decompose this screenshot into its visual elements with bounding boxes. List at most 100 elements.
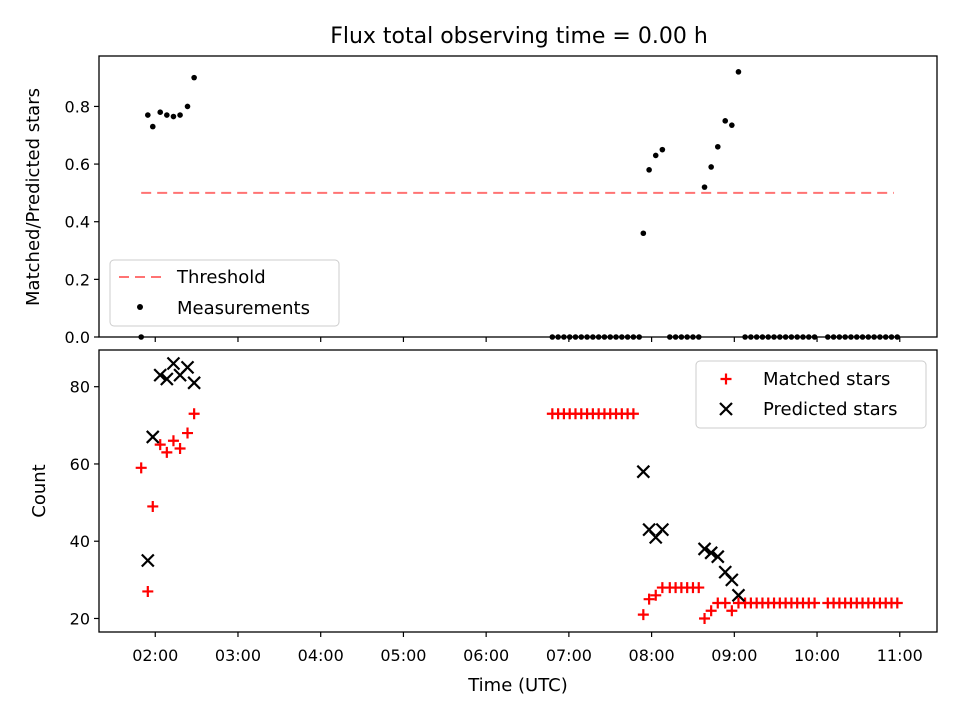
top-y-ticks: 0.0 0.2 0.4 0.6 0.8 (65, 97, 99, 347)
matched-star-marker (142, 585, 154, 597)
measurement-point (640, 230, 647, 237)
bottom-legend: Matched stars Predicted stars (695, 360, 927, 429)
legend-measurements-label: Measurements (177, 298, 310, 319)
chart-title: Flux total observing time = 0.00 h (330, 24, 708, 49)
matched-star-marker (891, 597, 903, 609)
predicted-star-marker (145, 430, 160, 444)
measurement-point (646, 167, 652, 173)
legend-predicted-swatch (719, 402, 733, 416)
matched-star-marker (627, 408, 639, 420)
matched-star-marker (182, 427, 194, 439)
y-tick-label: 0.0 (65, 328, 90, 347)
x-tick-label: 05:00 (380, 646, 426, 665)
predicted-star-marker (141, 553, 155, 568)
predicted-star-marker (166, 356, 181, 371)
predicted-star-marker (180, 360, 195, 375)
measurement-point (701, 184, 708, 190)
matched-star-marker (699, 612, 711, 624)
x-tick-label: 09:00 (711, 646, 757, 665)
predicted-star-marker (655, 522, 670, 537)
predicted-star-marker (160, 372, 174, 386)
measurement-point (164, 112, 170, 118)
legend-matched-label: Matched stars (763, 369, 890, 390)
y-tick-label: 40 (70, 532, 90, 551)
x-tick-label: 03:00 (215, 646, 261, 665)
matched-star-marker (161, 446, 173, 458)
matched-star-marker (726, 605, 738, 617)
measurement-point (714, 143, 721, 150)
y-tick-label: 0.8 (65, 97, 90, 116)
matched-star-marker (167, 435, 179, 447)
legend-threshold-label: Threshold (176, 267, 266, 288)
x-tick-label: 04:00 (298, 646, 344, 665)
matched-star-marker (643, 593, 655, 605)
legend-predicted-marker (719, 402, 733, 416)
predicted-star-marker (153, 368, 167, 382)
measurement-point (149, 123, 156, 130)
predicted-star-marker (187, 376, 201, 390)
bottom-axes-frame (98, 349, 938, 633)
legend-measurements-swatch (137, 304, 143, 310)
bottom-y-ticks: 20 40 60 80 (70, 378, 99, 628)
y-tick-label: 0.6 (65, 155, 90, 174)
top-y-axis-label: Matched/Predicted stars (23, 88, 44, 306)
y-tick-label: 60 (70, 455, 90, 474)
y-tick-label: 0.4 (65, 213, 90, 232)
x-tick-label: 08:00 (629, 646, 675, 665)
predicted-star-marker (704, 546, 718, 560)
measurement-point (652, 152, 659, 159)
matched-star-marker (147, 500, 159, 512)
matched-star-marker (705, 605, 717, 617)
bottom-y-axis-label: Count (29, 464, 50, 517)
x-tick-label: 06:00 (463, 646, 509, 665)
x-tick-label: 11:00 (877, 646, 923, 665)
x-axis-label: Time (UTC) (467, 675, 568, 696)
predicted-star-marker (636, 464, 651, 479)
measurement-point (191, 74, 197, 81)
predicted-star-marker (725, 573, 739, 587)
y-tick-label: 20 (70, 609, 90, 628)
measurement-point (145, 112, 151, 118)
measurement-point (184, 103, 191, 110)
top-x-ticks (154, 337, 901, 342)
matched-star-marker (693, 582, 705, 594)
y-tick-label: 0.2 (65, 270, 90, 289)
top-legend-box (109, 259, 340, 327)
y-tick-label: 80 (70, 378, 90, 397)
measurement-point (170, 113, 177, 120)
matched-star-marker (174, 443, 186, 455)
measurement-point (177, 112, 183, 118)
bottom-x-ticks: 02:00 03:00 04:00 05:00 06:00 07:00 08:00 09:00… (132, 632, 923, 665)
measurement-point (729, 122, 735, 128)
predicted-star-marker (711, 549, 725, 564)
matched-star-marker (719, 597, 731, 609)
legend-matched-marker (720, 373, 732, 385)
matched-stars-points (135, 408, 903, 624)
bottom-legend-box (695, 360, 927, 429)
measurement-point (722, 118, 729, 124)
matched-star-marker (650, 589, 662, 601)
predicted-stars-points (141, 356, 746, 603)
matched-star-marker (154, 439, 166, 451)
legend-predicted-label: Predicted stars (763, 399, 897, 420)
measurement-point (708, 164, 714, 170)
x-tick-label: 07:00 (546, 646, 592, 665)
predicted-star-marker (697, 542, 712, 556)
matched-star-marker (637, 609, 649, 621)
top-panel: 0.00.20.40.60.8 Matched/Predicted stars … (23, 55, 938, 347)
measurement-point (157, 109, 164, 115)
measurement-point (659, 146, 666, 153)
matched-star-marker (809, 597, 821, 609)
matched-star-marker (188, 408, 200, 420)
legend-matched-swatch (720, 373, 732, 385)
top-legend: Threshold Measurements (109, 259, 340, 327)
predicted-star-marker (731, 588, 746, 603)
measurement-point (735, 69, 742, 75)
top-axes-frame (98, 55, 938, 338)
x-tick-label: 02:00 (132, 646, 178, 665)
x-tick-label: 10:00 (794, 646, 840, 665)
matched-star-marker (135, 462, 147, 474)
